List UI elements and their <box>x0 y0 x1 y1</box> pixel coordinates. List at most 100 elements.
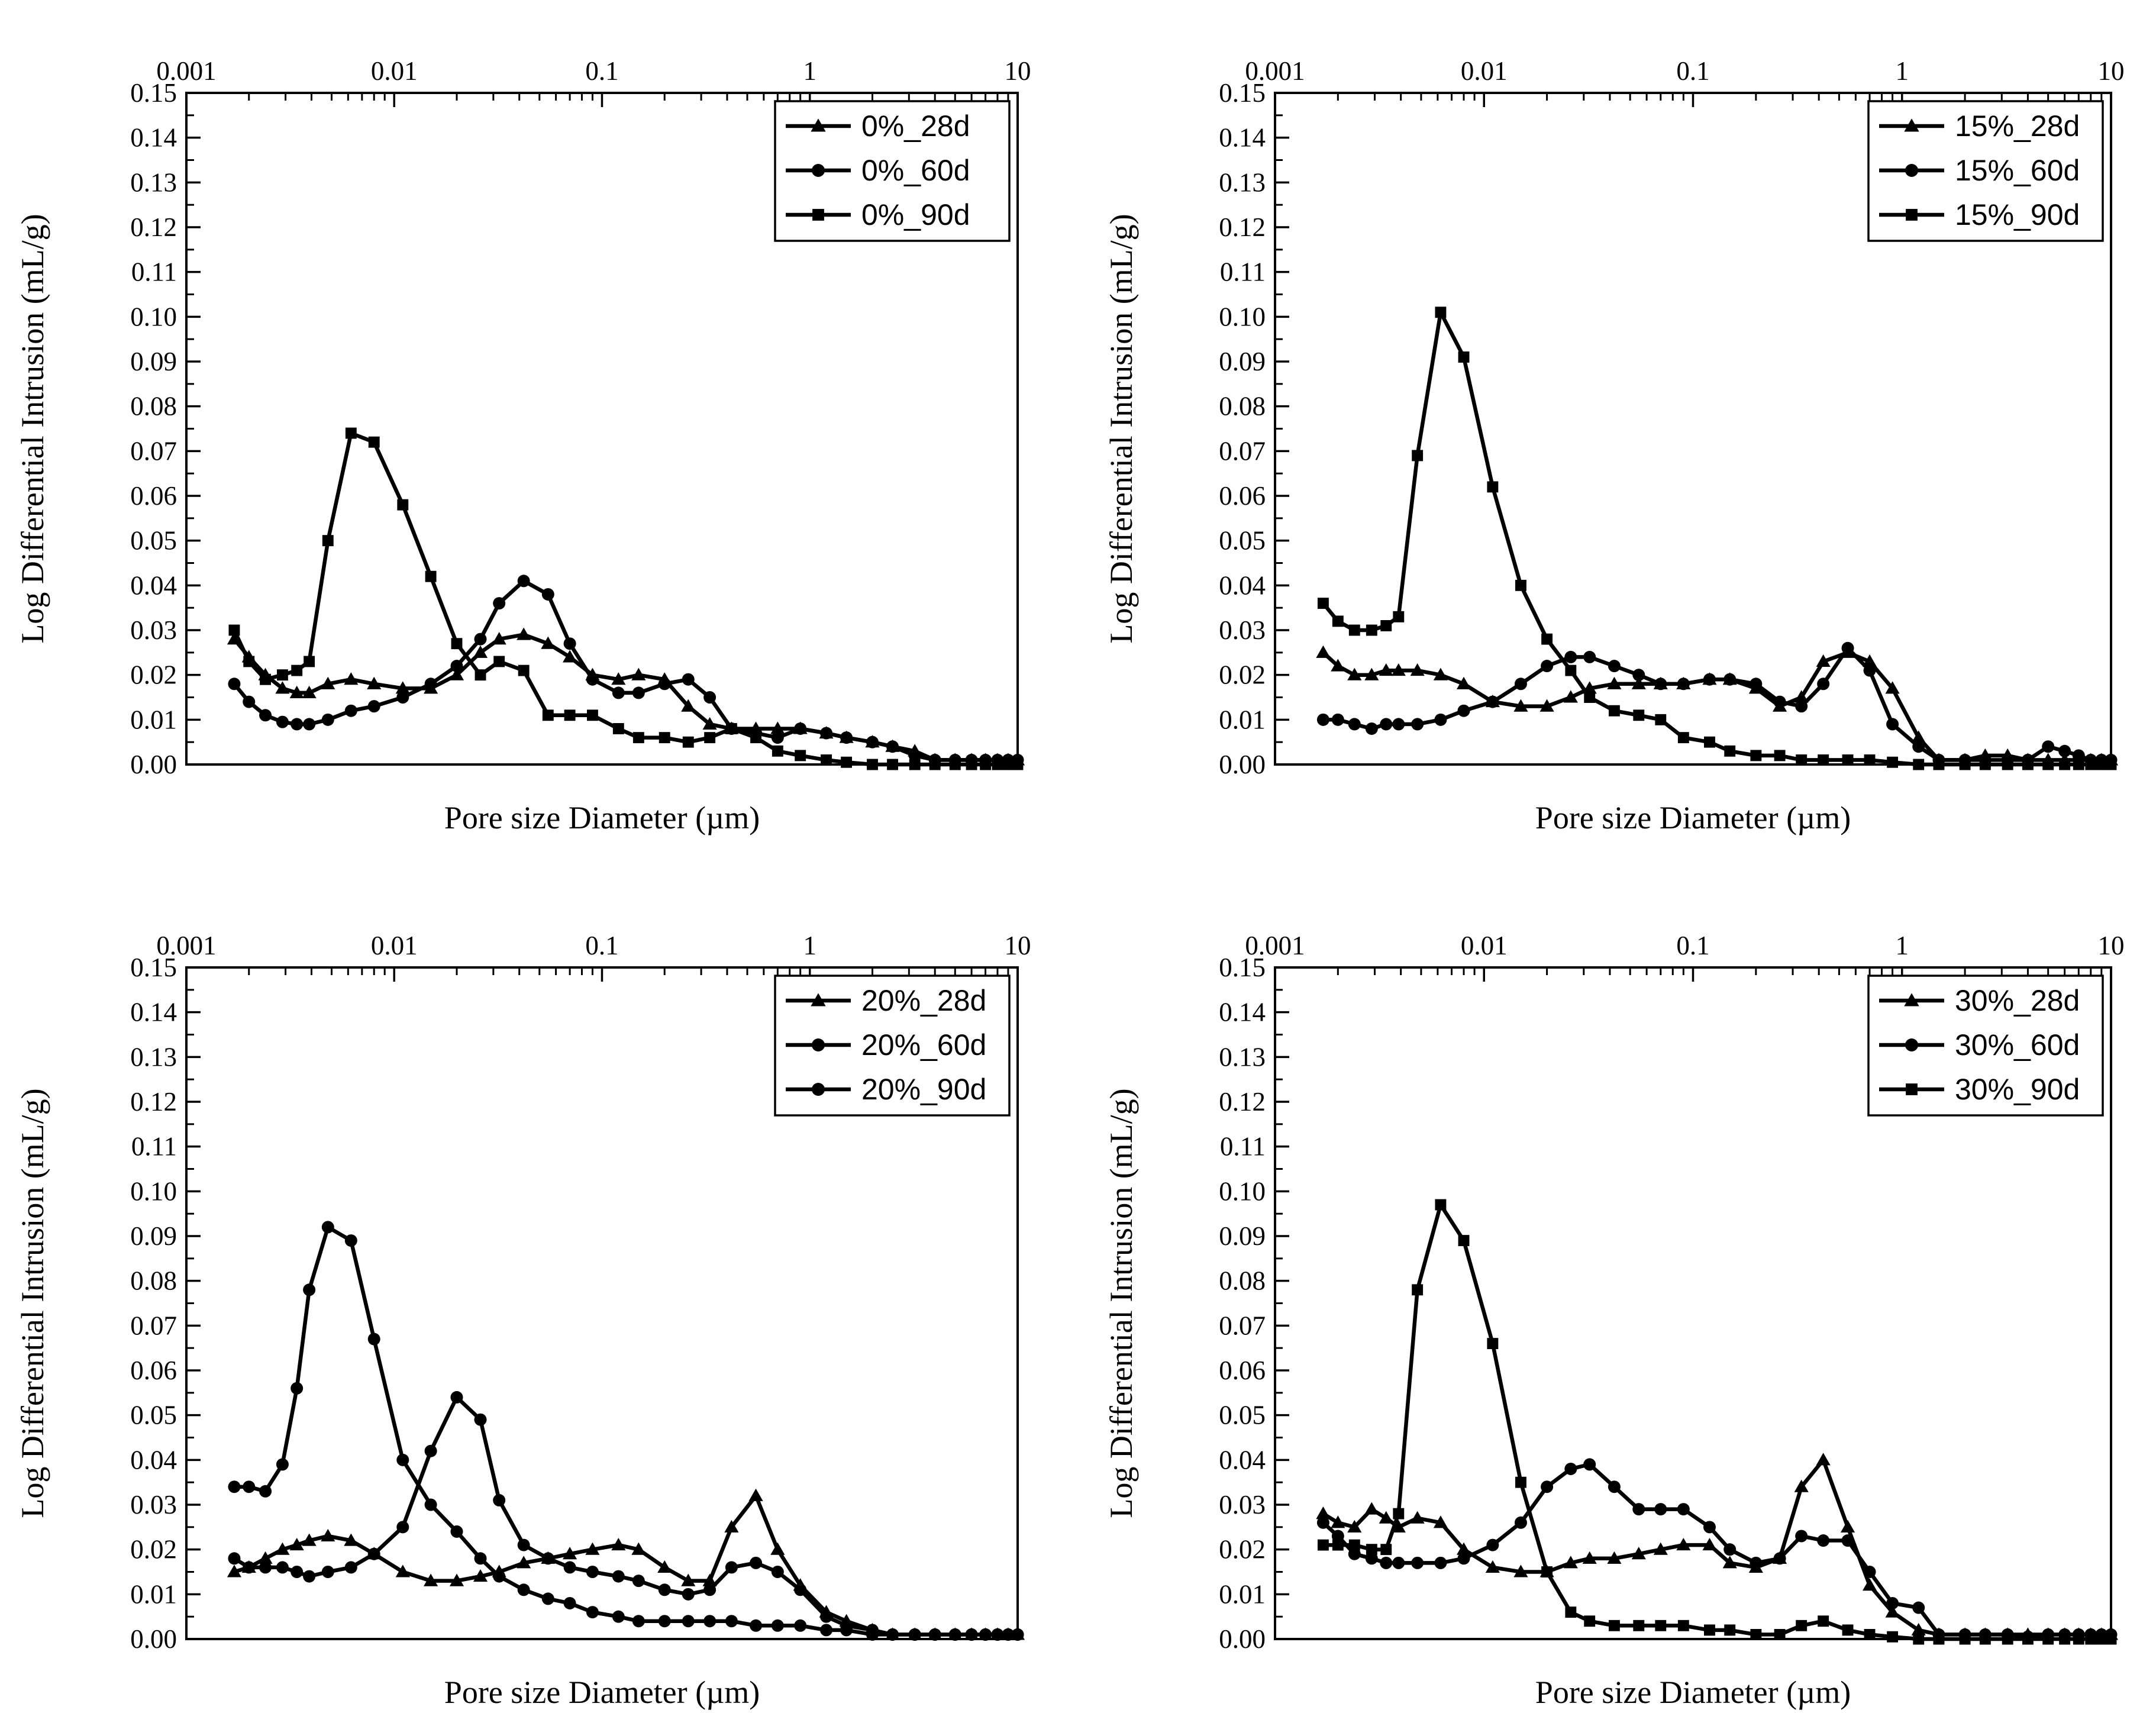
y-tick-label: 0.10 <box>130 1176 177 1206</box>
data-point <box>1607 676 1622 689</box>
data-point <box>1456 676 1471 689</box>
y-tick-label: 0.11 <box>131 1132 177 1162</box>
data-point <box>821 754 832 766</box>
y-tick-label: 0.10 <box>1219 302 1266 331</box>
data-point <box>1796 1620 1808 1631</box>
y-tick-label: 0.02 <box>130 660 177 690</box>
data-point <box>2085 759 2097 770</box>
data-point <box>1724 1624 1736 1636</box>
data-point <box>1631 1547 1646 1560</box>
data-point <box>1886 1596 1899 1609</box>
data-point <box>228 1480 241 1493</box>
data-point <box>794 722 807 735</box>
y-tick-label: 0.05 <box>130 1401 177 1430</box>
data-point <box>772 745 783 757</box>
data-point <box>276 1458 289 1471</box>
data-point <box>631 667 646 680</box>
data-point <box>1348 1547 1361 1560</box>
y-tick-label: 0.06 <box>1219 1356 1266 1385</box>
data-point <box>1316 645 1331 658</box>
data-point <box>1773 695 1786 708</box>
legend-marker <box>1904 118 1919 132</box>
data-point <box>948 1628 961 1641</box>
data-point <box>1380 718 1393 731</box>
x-tick-label: 0.1 <box>585 56 618 86</box>
data-point <box>909 759 921 770</box>
y-tick-label: 0.04 <box>130 570 177 600</box>
data-point <box>1933 1633 1945 1645</box>
data-point <box>517 1538 530 1551</box>
data-point <box>1796 754 1808 766</box>
data-point <box>1412 1284 1424 1296</box>
data-point <box>658 1615 671 1628</box>
y-tick-label: 0.14 <box>1219 998 1266 1027</box>
data-point <box>517 1583 530 1596</box>
y-tick-label: 0.01 <box>130 1579 177 1609</box>
data-point <box>1365 1552 1378 1565</box>
legend-marker <box>1906 1083 1918 1095</box>
data-point <box>1392 718 1405 731</box>
data-point <box>563 1596 576 1609</box>
data-point <box>2059 1633 2071 1645</box>
data-point <box>866 1628 879 1641</box>
legend-entry: 20%_28d <box>786 984 986 1017</box>
y-tick-label: 0.05 <box>1219 526 1266 556</box>
data-point <box>1563 690 1578 703</box>
data-point <box>1331 713 1344 726</box>
data-point <box>1365 722 1378 735</box>
data-point <box>424 1498 437 1511</box>
y-tick-label: 0.02 <box>1219 660 1266 690</box>
y-tick-label: 0.08 <box>130 1266 177 1296</box>
y-tick-label: 0.12 <box>130 212 177 242</box>
data-point <box>841 756 853 768</box>
data-point <box>276 669 288 681</box>
legend-marker <box>1905 164 1918 177</box>
data-point <box>966 759 977 770</box>
data-point <box>659 732 670 744</box>
legend-label: 20%_60d <box>861 1028 986 1062</box>
data-point <box>1002 1628 1015 1641</box>
y-tick-label: 0.13 <box>1219 1042 1266 1072</box>
data-point <box>1584 1615 1596 1627</box>
data-point <box>928 1628 941 1641</box>
data-point <box>1348 624 1360 636</box>
y-axis-title: Log Differential Intrusion (mL/g) <box>1103 214 1139 643</box>
data-point <box>1653 1542 1668 1555</box>
y-tick-label: 0.09 <box>1219 1221 1266 1251</box>
data-point <box>2022 1633 2034 1645</box>
series-30%_28d <box>1316 1453 2119 1640</box>
data-point <box>750 1619 763 1632</box>
legend-label: 30%_90d <box>1955 1073 2080 1106</box>
data-point <box>302 685 317 698</box>
data-point <box>658 1583 671 1596</box>
data-point <box>1979 759 1991 770</box>
data-point <box>367 700 380 713</box>
y-tick-label: 0.15 <box>1219 78 1266 108</box>
data-point <box>475 669 486 681</box>
data-point <box>703 691 716 704</box>
data-point <box>771 1566 784 1578</box>
data-point <box>291 664 303 676</box>
y-tick-label: 0.12 <box>1219 212 1266 242</box>
data-point <box>493 1570 506 1583</box>
y-tick-label: 0.09 <box>1219 347 1266 376</box>
series-0%_90d <box>228 427 1024 770</box>
x-axis-title: Pore size Diameter (µm) <box>444 1675 760 1710</box>
data-point <box>750 732 762 744</box>
data-point <box>1722 1556 1737 1569</box>
data-point <box>1541 633 1553 645</box>
data-point <box>1724 745 1736 757</box>
data-point <box>321 1221 334 1234</box>
data-point <box>771 1619 784 1632</box>
data-point <box>1564 1462 1577 1475</box>
data-point <box>1607 1551 1622 1564</box>
data-point <box>1864 754 1876 766</box>
data-point <box>725 1561 738 1574</box>
data-point <box>1608 705 1620 717</box>
data-point <box>1795 1530 1808 1543</box>
data-point <box>612 1570 625 1583</box>
chart-panel-4: 0.00 0.01 0.02 0.03 0.04 0.05 0.06 0.07 0.08 0.09… <box>1103 931 2125 1710</box>
y-tick-label: 0.07 <box>130 1311 177 1340</box>
data-point <box>1347 1520 1362 1533</box>
data-point <box>632 686 645 699</box>
